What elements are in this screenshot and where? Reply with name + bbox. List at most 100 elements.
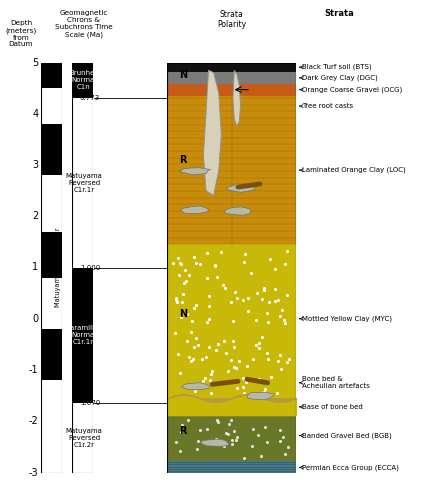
Point (232, 364, 239, 372)
Point (263, 438, 270, 446)
Text: Bone bed &
Acheulian artefacts: Bone bed & Acheulian artefacts (299, 376, 369, 390)
Point (227, 356, 234, 364)
Point (202, 352, 209, 360)
Bar (41, 329, 62, 380)
Point (274, 357, 281, 365)
Point (193, 445, 200, 453)
Point (203, 424, 210, 432)
Polygon shape (203, 70, 221, 196)
Point (276, 312, 283, 320)
Text: -1: -1 (29, 365, 38, 375)
Text: Black Turf soil (BTS): Black Turf soil (BTS) (299, 64, 371, 70)
Point (219, 282, 226, 290)
Point (227, 298, 234, 306)
Point (180, 279, 187, 287)
Point (283, 246, 289, 254)
Text: R: R (179, 426, 186, 436)
Point (264, 355, 271, 363)
Point (199, 377, 206, 385)
Bar (167, 62, 295, 72)
Point (260, 388, 267, 396)
Point (260, 424, 267, 432)
Point (204, 314, 211, 322)
Bar (41, 62, 62, 88)
Point (172, 294, 179, 302)
Point (233, 384, 240, 392)
Point (212, 436, 219, 444)
Point (192, 302, 199, 310)
Bar (167, 415, 295, 461)
Point (182, 276, 189, 284)
Bar (41, 88, 62, 124)
Point (174, 254, 181, 262)
Point (222, 429, 229, 437)
Polygon shape (232, 70, 240, 126)
Point (285, 355, 292, 363)
Bar (167, 244, 295, 398)
Point (187, 357, 194, 365)
Text: Dark Grey Clay (DGC): Dark Grey Clay (DGC) (299, 74, 377, 81)
Text: 1.070: 1.070 (79, 400, 100, 406)
Point (205, 302, 212, 310)
Point (230, 427, 237, 435)
Point (213, 416, 220, 424)
Point (188, 317, 195, 325)
Point (185, 354, 192, 362)
Text: Matuyama
Reversed
C1r.1r: Matuyama Reversed C1r.1r (66, 173, 102, 193)
Point (254, 432, 261, 440)
Text: Strata: Strata (324, 9, 353, 18)
Point (279, 316, 286, 324)
Polygon shape (179, 168, 210, 175)
Polygon shape (226, 184, 255, 192)
Point (211, 261, 218, 269)
Point (235, 358, 242, 366)
Point (196, 260, 203, 268)
Text: Banded Gravel Bed (BGB): Banded Gravel Bed (BGB) (299, 432, 391, 439)
Point (179, 290, 186, 298)
Point (233, 294, 240, 302)
Point (176, 260, 183, 268)
Point (220, 442, 227, 450)
Point (177, 447, 184, 455)
Text: Base of bone bed: Base of bone bed (299, 404, 362, 410)
Point (214, 418, 220, 426)
Point (183, 336, 190, 344)
Point (178, 420, 185, 428)
Point (172, 296, 179, 304)
Point (240, 389, 247, 397)
Text: 1: 1 (32, 262, 38, 272)
Text: Matuyama Reversal C1r: Matuyama Reversal C1r (55, 228, 61, 308)
Point (196, 426, 203, 434)
Point (169, 259, 176, 267)
Point (191, 386, 197, 394)
Point (239, 374, 246, 382)
Bar (167, 96, 295, 244)
Bar (167, 84, 295, 96)
Text: Mottled Yellow Clay (MYC): Mottled Yellow Clay (MYC) (299, 316, 391, 322)
Point (171, 330, 178, 338)
Bar (72, 268, 92, 404)
Point (229, 317, 236, 325)
Point (261, 384, 268, 392)
Text: N: N (178, 308, 187, 318)
Text: -3: -3 (29, 468, 38, 477)
Point (240, 454, 247, 462)
Point (277, 364, 284, 372)
Point (224, 366, 231, 374)
Point (201, 374, 207, 382)
Point (230, 342, 237, 350)
Text: 0.773: 0.773 (79, 96, 100, 102)
Point (207, 388, 214, 396)
Point (224, 430, 231, 438)
Text: Strata
Polarity: Strata Polarity (217, 10, 246, 29)
Point (260, 284, 266, 292)
Point (230, 288, 237, 296)
Point (190, 253, 197, 261)
Polygon shape (224, 207, 250, 216)
Point (274, 296, 281, 304)
Point (257, 452, 264, 460)
Point (212, 346, 219, 354)
Text: Geomagnetic
Chrons &
Subchrons Time
Scale (Ma): Geomagnetic Chrons & Subchrons Time Scal… (55, 10, 112, 38)
Point (204, 292, 211, 300)
Point (192, 260, 199, 268)
